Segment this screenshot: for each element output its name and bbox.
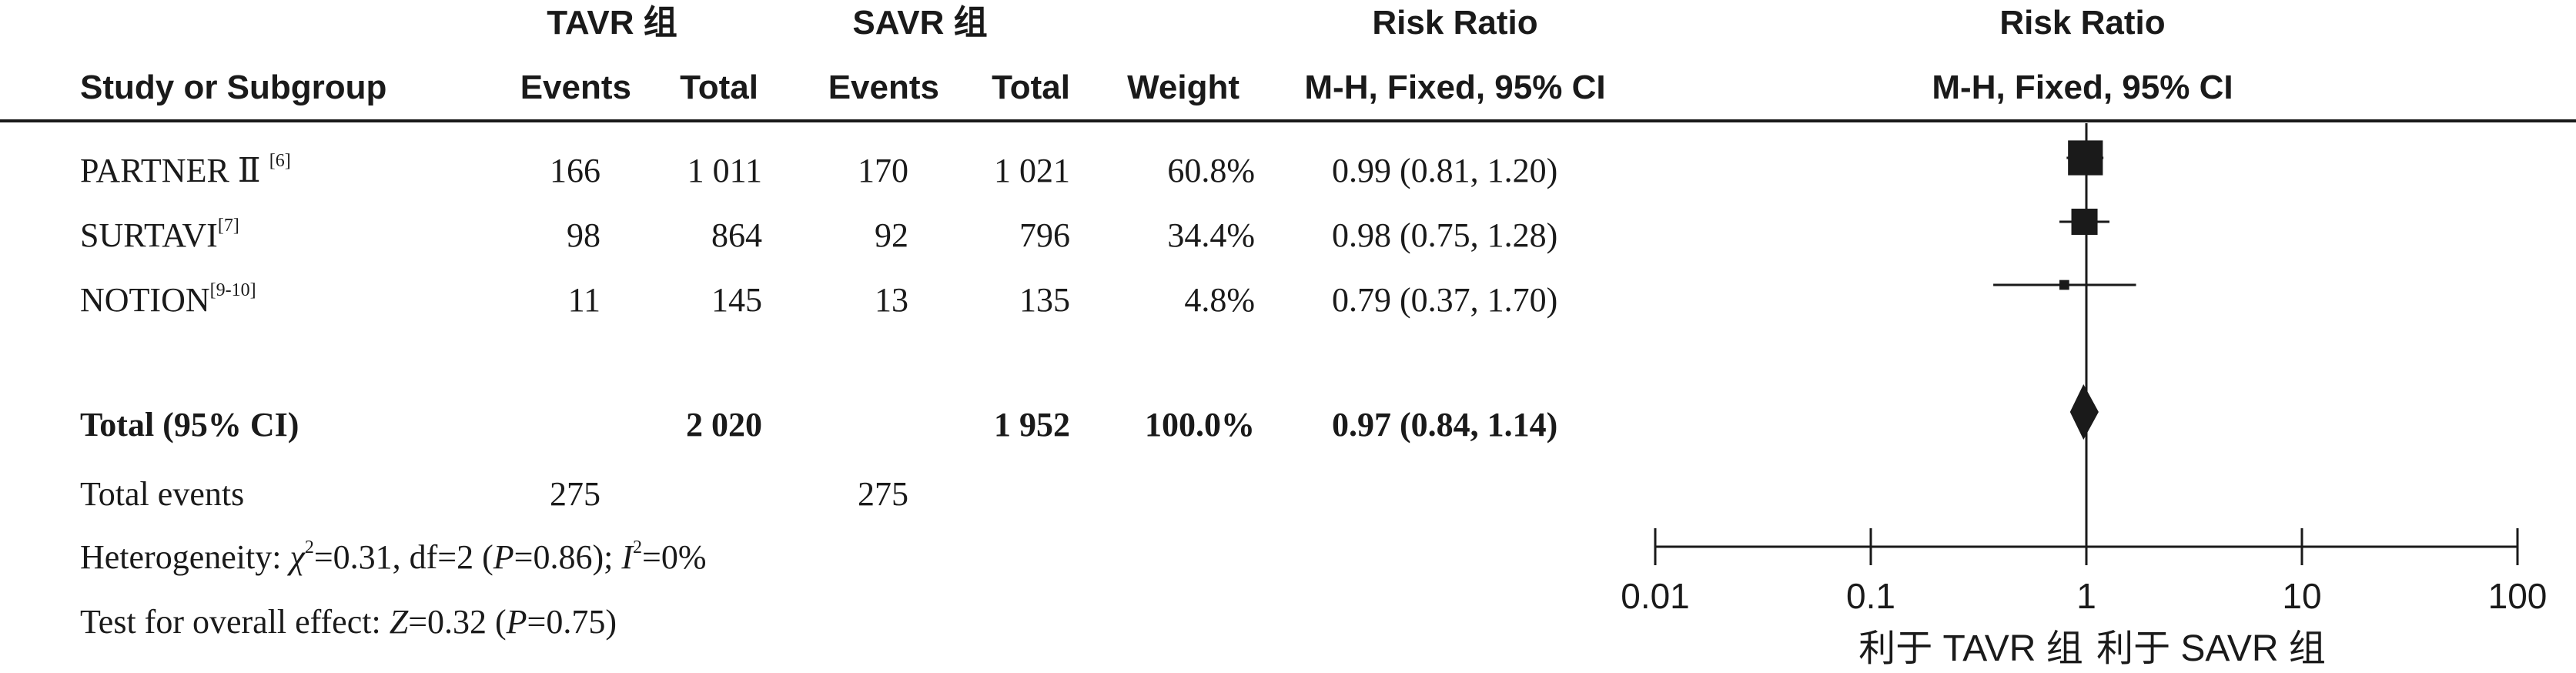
study-events2: 170 bbox=[858, 152, 908, 189]
study-name: NOTION[9-10] bbox=[80, 280, 256, 319]
total-label: Total (95% CI) bbox=[80, 406, 299, 444]
study-weight-square bbox=[2059, 280, 2069, 290]
plot-risk-ratio-header: Risk Ratio bbox=[1999, 4, 2166, 42]
total-ci: 0.97 (0.84, 1.14) bbox=[1332, 406, 1558, 444]
overall-effect-line: Test for overall effect: Z=0.32 (P=0.75) bbox=[80, 605, 617, 639]
study-total2: 1 021 bbox=[994, 152, 1070, 189]
header-rule bbox=[0, 119, 2576, 122]
study-events1: 166 bbox=[550, 152, 601, 189]
total-total2: 1 952 bbox=[994, 406, 1070, 444]
study-events1: 11 bbox=[567, 281, 601, 319]
chi-superscript: 2 bbox=[304, 537, 314, 557]
heterogeneity-prefix: Heterogeneity: bbox=[80, 538, 290, 576]
x-tick-label: 0.1 bbox=[1846, 576, 1895, 616]
study-column-header: Study or Subgroup bbox=[80, 69, 387, 106]
study-total2: 796 bbox=[1019, 216, 1070, 254]
p-symbol: P bbox=[493, 538, 514, 576]
study-reference: [9-10] bbox=[209, 280, 256, 300]
chi-symbol: χ bbox=[289, 538, 305, 576]
overall-prefix: Test for overall effect: bbox=[80, 603, 390, 641]
study-total1: 145 bbox=[711, 281, 762, 319]
study-events1: 98 bbox=[567, 216, 601, 254]
study-weight: 34.4% bbox=[1167, 216, 1255, 254]
study-total1: 864 bbox=[711, 216, 762, 254]
study-weight-square bbox=[2071, 208, 2098, 236]
risk-ratio-header: Risk Ratio bbox=[1372, 4, 1538, 42]
group1-header: TAVR 组 bbox=[547, 4, 677, 42]
chi-value: =0.31, df=2 ( bbox=[313, 538, 493, 576]
p-value: =0.86); bbox=[514, 538, 622, 576]
heterogeneity-line: Heterogeneity: χ2=0.31, df=2 (P=0.86); I… bbox=[80, 538, 707, 576]
study-weight-square bbox=[2068, 140, 2103, 176]
study-total1: 1 011 bbox=[687, 152, 762, 189]
favours-savr-label: 利于 SAVR 组 bbox=[2096, 628, 2326, 669]
total-events2: 275 bbox=[858, 475, 908, 513]
x-tick-label: 10 bbox=[2282, 576, 2321, 616]
i-superscript: 2 bbox=[633, 537, 642, 557]
events1-column-header: Events bbox=[520, 69, 631, 106]
total-total1: 2 020 bbox=[686, 406, 762, 444]
total1-column-header: Total bbox=[680, 69, 758, 106]
study-total2: 135 bbox=[1019, 281, 1070, 319]
x-tick-label: 1 bbox=[2076, 576, 2096, 616]
total-events1: 275 bbox=[550, 475, 601, 513]
total-events-label: Total events bbox=[80, 475, 245, 513]
study-ci: 0.99 (0.81, 1.20) bbox=[1332, 152, 1558, 189]
x-tick-label: 0.01 bbox=[1621, 576, 1690, 616]
i-value: =0% bbox=[642, 538, 707, 576]
z-symbol: Z bbox=[389, 603, 409, 641]
study-reference: [7] bbox=[217, 216, 239, 236]
study-ci: 0.98 (0.75, 1.28) bbox=[1332, 216, 1558, 254]
events2-column-header: Events bbox=[828, 69, 939, 106]
study-name-text: PARTNER Ⅱ bbox=[80, 152, 261, 189]
x-tick-label: 100 bbox=[2488, 576, 2548, 616]
total-weight: 100.0% bbox=[1145, 406, 1255, 444]
study-events2: 13 bbox=[875, 281, 908, 319]
method-column-header: M-H, Fixed, 95% CI bbox=[1304, 69, 1606, 106]
study-weight: 4.8% bbox=[1184, 281, 1255, 319]
p-value: =0.75) bbox=[527, 603, 617, 641]
plot-method-header: M-H, Fixed, 95% CI bbox=[1932, 69, 2233, 106]
z-value: =0.32 ( bbox=[408, 603, 507, 641]
p-symbol: P bbox=[506, 603, 527, 641]
group2-header: SAVR 组 bbox=[852, 4, 988, 42]
study-ci: 0.79 (0.37, 1.70) bbox=[1332, 281, 1558, 319]
study-reference: [6] bbox=[269, 151, 291, 171]
study-events2: 92 bbox=[875, 216, 908, 254]
weight-column-header: Weight bbox=[1127, 69, 1239, 106]
pooled-diamond bbox=[2069, 384, 2099, 440]
study-name: SURTAVI[7] bbox=[80, 216, 239, 254]
study-name-text: SURTAVI bbox=[80, 216, 218, 254]
favours-tavr-label: 利于 TAVR 组 bbox=[1858, 628, 2083, 669]
total2-column-header: Total bbox=[992, 69, 1070, 106]
study-name-text: NOTION bbox=[80, 281, 210, 319]
i-symbol: I bbox=[621, 538, 633, 576]
study-name: PARTNER Ⅱ [6] bbox=[80, 151, 291, 189]
study-weight: 60.8% bbox=[1167, 152, 1255, 189]
